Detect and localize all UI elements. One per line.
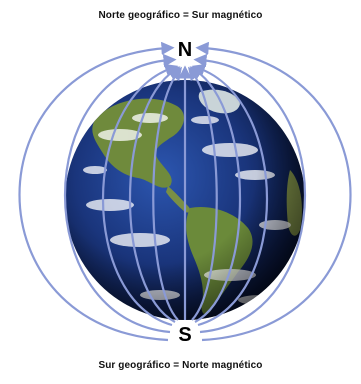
- top-caption: Norte geográfico = Sur magnético: [98, 10, 263, 21]
- field-line-left-2: [63, 53, 177, 334]
- field-line-left-3: [101, 63, 179, 327]
- field-line-left-5: [152, 66, 183, 321]
- field-line-right-2: [193, 53, 307, 334]
- south-pole-label: S: [178, 324, 192, 346]
- field-line-left-1: [18, 41, 175, 342]
- field-lines: [18, 41, 352, 342]
- field-line-left-4: [128, 66, 181, 323]
- bottom-caption: Sur geográfico = Norte magnético: [98, 360, 263, 371]
- field-line-right-1: [195, 41, 352, 342]
- field-line-right-4: [189, 66, 242, 323]
- north-pole-label: N: [177, 39, 193, 61]
- field-line-right-3: [191, 63, 269, 327]
- earth-globe: [65, 80, 305, 320]
- field-line-right-5: [187, 66, 218, 321]
